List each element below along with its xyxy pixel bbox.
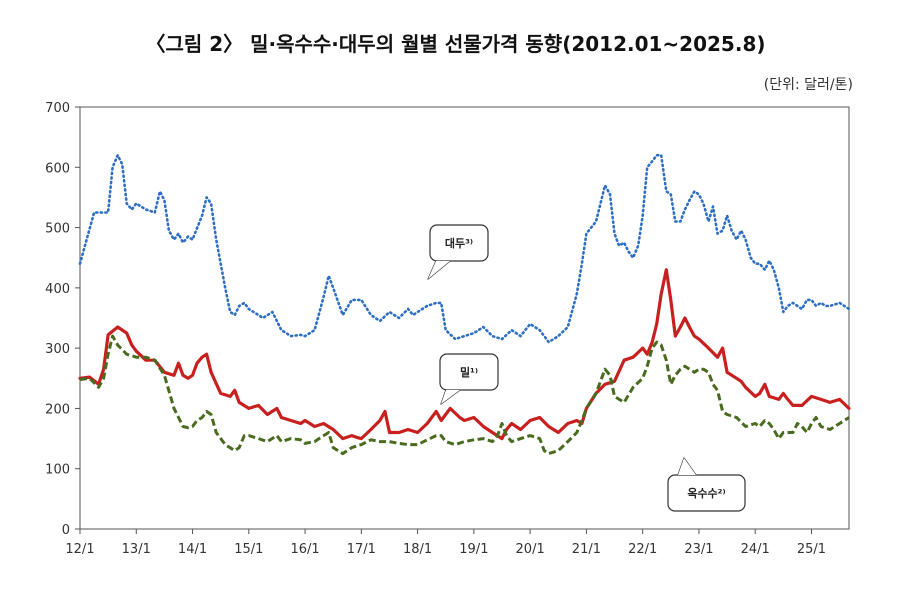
x-tick-label: 12/1 <box>65 542 94 557</box>
x-tick-label: 23/1 <box>684 542 713 557</box>
callout-box <box>667 474 746 512</box>
x-tick-label: 20/1 <box>516 542 545 557</box>
y-tick-label: 100 <box>45 463 70 478</box>
y-tick-label: 700 <box>45 101 70 116</box>
callout-밀: 밀¹⁾ <box>439 353 499 405</box>
chart-title: 〈그림 2〉 밀·옥수수·대두의 월별 선물가격 동향(2012.01~2025… <box>145 32 766 56</box>
x-tick-label: 15/1 <box>234 542 263 557</box>
callout-tail-fill <box>678 458 696 475</box>
x-tick-label: 14/1 <box>178 542 207 557</box>
callout-tail-fill <box>428 261 450 279</box>
y-tick-label: 500 <box>45 222 70 237</box>
unit-label: (단위: 달러/톤) <box>763 77 853 93</box>
x-tick-label: 19/1 <box>459 542 488 557</box>
axis-frame <box>79 106 850 530</box>
callout-tail-fill <box>441 390 460 404</box>
x-tick-label: 24/1 <box>741 542 770 557</box>
callout-옥수수: 옥수수²⁾ <box>667 457 746 512</box>
x-tick-label: 25/1 <box>797 542 826 557</box>
callout-box <box>429 224 489 262</box>
y-tick-label: 600 <box>45 161 70 176</box>
x-tick-label: 22/1 <box>628 542 657 557</box>
callout-box <box>439 353 499 391</box>
x-tick-label: 17/1 <box>347 542 376 557</box>
series-label-밀: 밀¹⁾ <box>460 366 478 379</box>
series-lines <box>78 153 851 456</box>
y-tick-label: 200 <box>45 402 70 417</box>
series-line-대두 <box>78 153 851 344</box>
series-callouts: 대두³⁾ 밀¹⁾ 옥수수²⁾ <box>427 224 746 512</box>
x-tick-label: 21/1 <box>572 542 601 557</box>
callout-대두: 대두³⁾ <box>427 224 489 280</box>
x-tick-label: 16/1 <box>290 542 319 557</box>
series-line-밀 <box>78 268 851 441</box>
series-line-옥수수 <box>79 334 850 456</box>
x-tick-label: 18/1 <box>403 542 432 557</box>
y-tick-label: 300 <box>45 342 70 357</box>
y-tick-label: 400 <box>45 282 70 297</box>
tick-labels: 0 100 200 300 400 500 600 700 12/1 13/1 14/1 15/1 16… <box>45 101 826 557</box>
y-tick-label: 0 <box>62 523 70 538</box>
x-tick-label: 13/1 <box>122 542 151 557</box>
series-label-옥수수: 옥수수²⁾ <box>687 487 725 500</box>
plot-frame <box>79 106 850 530</box>
series-label-대두: 대두³⁾ <box>445 236 473 250</box>
